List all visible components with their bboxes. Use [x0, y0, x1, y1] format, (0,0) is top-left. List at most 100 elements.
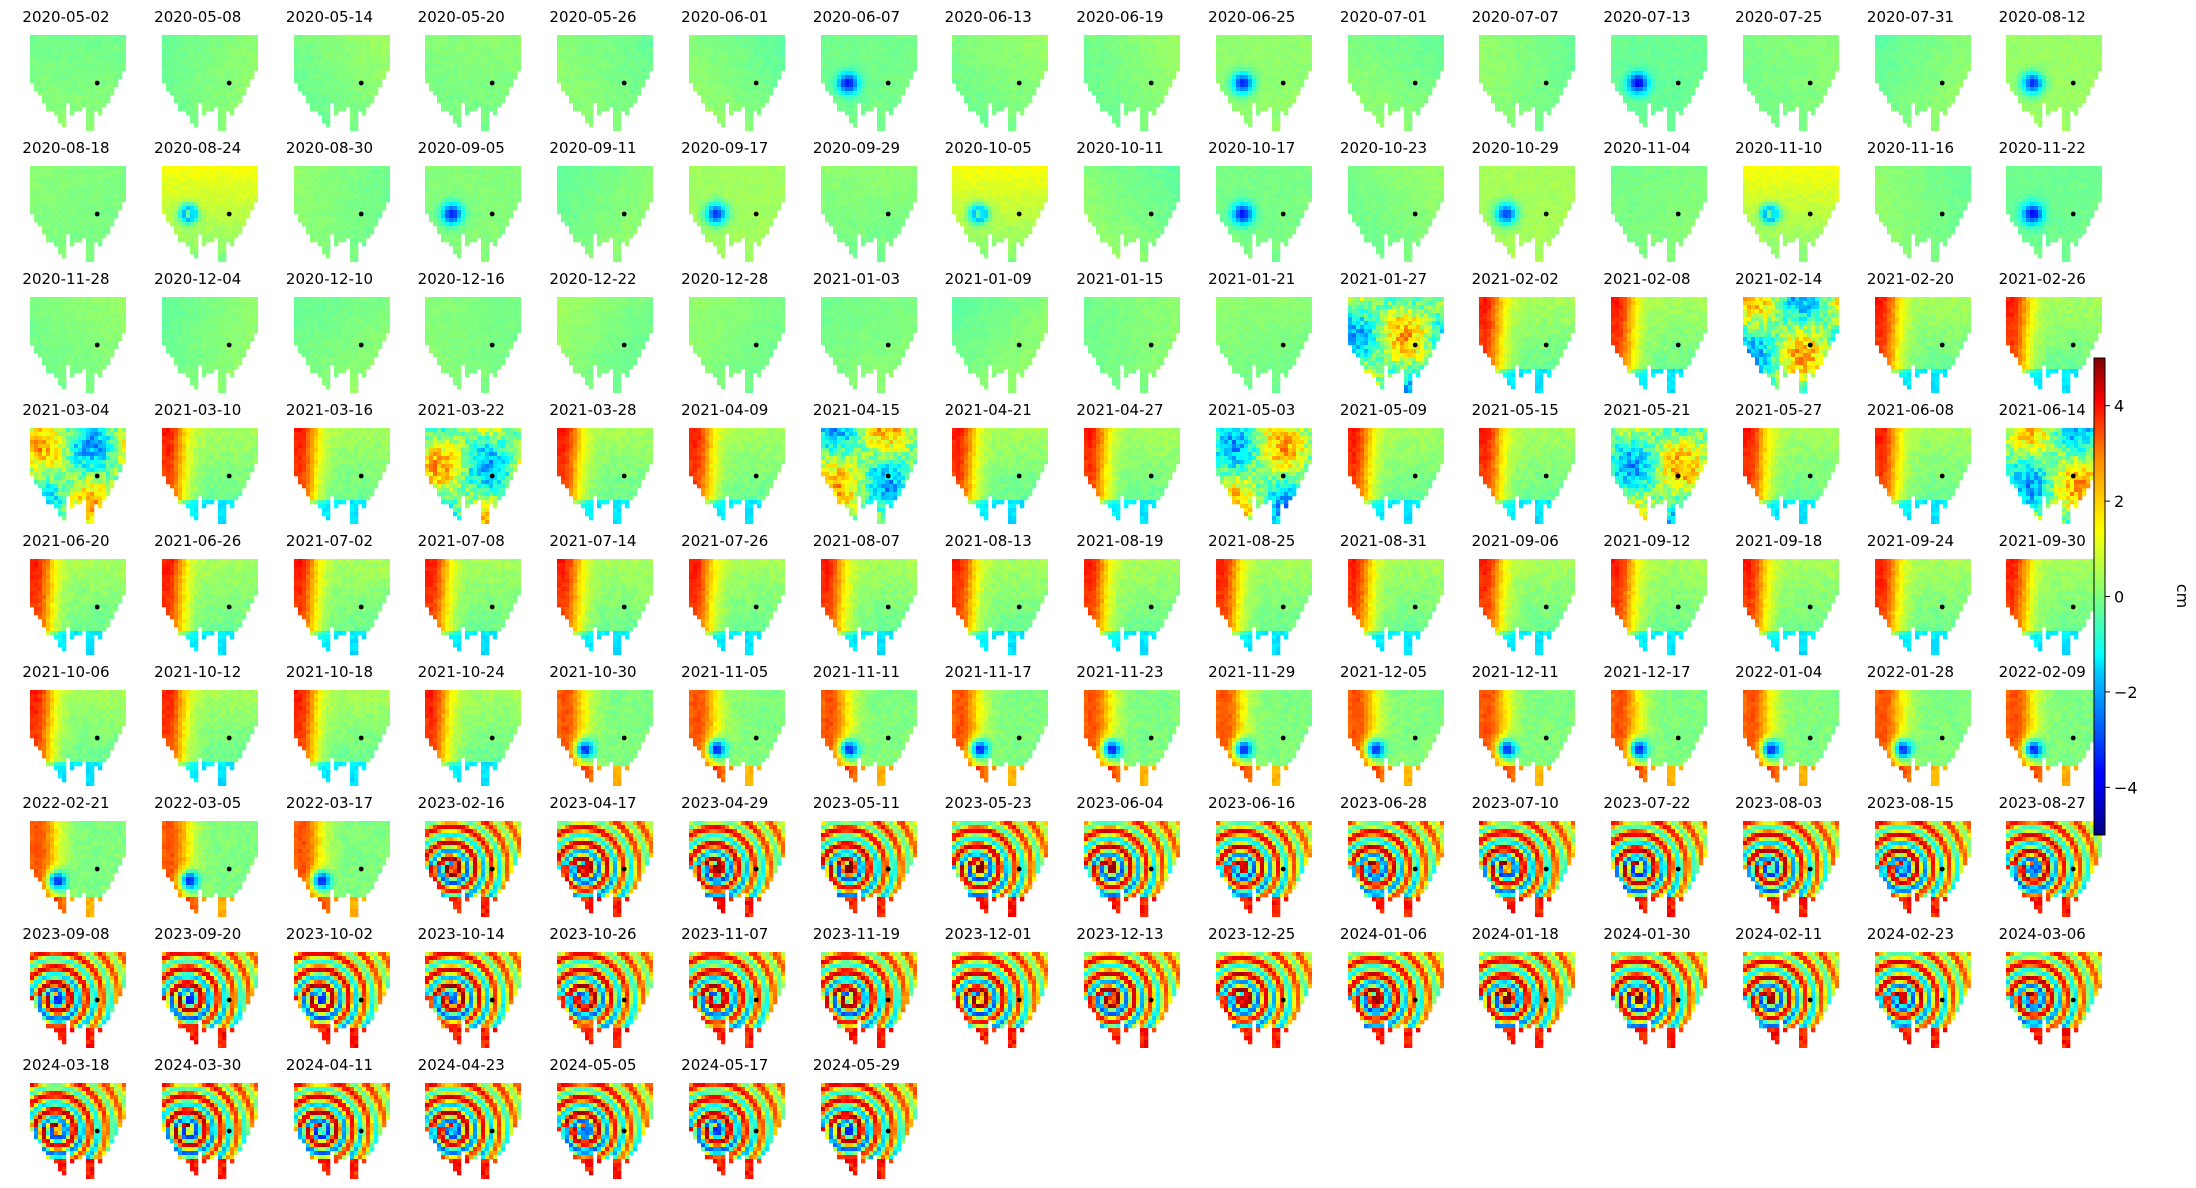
map-cell	[1251, 67, 1257, 72]
map-cell	[445, 103, 450, 108]
map-cell	[1295, 35, 1301, 40]
map-cell	[213, 59, 219, 64]
map-cell	[50, 87, 55, 92]
map-cell	[345, 79, 350, 84]
map-cell	[876, 83, 881, 88]
map-cell	[1000, 35, 1005, 40]
map-cell	[1032, 43, 1037, 48]
map-cell	[233, 83, 239, 88]
map-cell	[1479, 47, 1484, 52]
map-cell	[465, 91, 470, 96]
map-cell	[1227, 83, 1233, 88]
map-cell	[1040, 43, 1045, 48]
map-cell	[972, 67, 977, 72]
map-cell	[237, 63, 243, 68]
map-cell	[1439, 63, 1444, 68]
map-cell	[377, 75, 382, 80]
map-cell	[760, 71, 766, 76]
map-cell	[94, 39, 99, 44]
map-cell	[1571, 59, 1576, 64]
map-cell	[114, 47, 119, 52]
map-cell	[708, 67, 714, 72]
map-cell	[1367, 35, 1372, 40]
map-cell	[1275, 71, 1281, 76]
map-cell	[509, 75, 514, 80]
map-cell	[185, 95, 191, 100]
map-cell	[34, 39, 39, 44]
map-cell	[565, 35, 570, 40]
map-cell	[1223, 91, 1229, 96]
map-cell	[457, 99, 462, 104]
map-cell	[94, 91, 99, 96]
map-cell	[1024, 95, 1029, 100]
map-cell	[449, 83, 454, 88]
map-cell	[46, 79, 51, 84]
map-cell	[752, 43, 758, 48]
map-cell	[102, 39, 107, 44]
map-cell	[357, 87, 362, 92]
map-cell	[313, 59, 318, 64]
map-cell	[996, 99, 1001, 104]
map-cell	[1379, 87, 1384, 92]
map-cell	[992, 99, 997, 104]
map-cell	[1391, 51, 1396, 56]
map-cell	[385, 51, 390, 56]
map-cell	[493, 63, 498, 68]
map-cell	[708, 95, 714, 100]
map-cell	[102, 71, 107, 76]
map-cell	[225, 59, 231, 64]
map-cell	[1036, 47, 1041, 52]
map-cell	[1375, 75, 1380, 80]
map-cell	[952, 47, 957, 52]
map-cell	[688, 79, 694, 84]
map-cell	[1363, 83, 1368, 88]
map-cell	[369, 47, 374, 52]
map-cell	[1291, 51, 1297, 56]
map-cell	[1295, 55, 1301, 60]
map-cell	[1287, 67, 1293, 72]
map-cell	[988, 39, 993, 44]
map-cell	[972, 107, 977, 112]
map-cell	[613, 63, 618, 68]
map-cell	[980, 63, 985, 68]
map-cell	[1215, 47, 1221, 52]
map-cell	[1120, 71, 1125, 76]
map-cell	[840, 99, 845, 104]
map-cell	[828, 87, 833, 92]
map-cell	[573, 67, 578, 72]
map-cell	[373, 55, 378, 60]
map-cell	[1507, 59, 1512, 64]
map-cell	[625, 75, 630, 80]
map-cell	[485, 43, 490, 48]
map-cell	[764, 71, 770, 76]
map-cell	[213, 99, 219, 104]
map-cell	[1351, 55, 1356, 60]
map-cell	[692, 71, 698, 76]
map-cell	[980, 39, 985, 44]
map-cell	[1259, 103, 1265, 108]
map-cell	[317, 111, 322, 116]
map-cell	[78, 91, 83, 96]
map-cell	[860, 43, 865, 48]
map-cell	[824, 47, 829, 52]
map-cell	[968, 59, 973, 64]
map-cell	[249, 43, 255, 48]
map-cell	[1279, 87, 1285, 92]
map-cell	[205, 67, 211, 72]
map-cell	[78, 87, 83, 92]
map-cell	[884, 95, 889, 100]
map-cell	[1247, 111, 1253, 116]
map-cell	[1259, 99, 1265, 104]
map-cell	[1295, 47, 1301, 52]
map-cell	[573, 79, 578, 84]
map-cell	[908, 51, 913, 56]
map-cell	[1499, 51, 1504, 56]
map-cell	[736, 107, 742, 112]
map-cell	[828, 71, 833, 76]
map-cell	[740, 47, 746, 52]
map-cell	[1283, 39, 1289, 44]
map-cell	[868, 91, 873, 96]
map-cell	[876, 79, 881, 84]
map-cell	[1367, 55, 1372, 60]
map-cell	[321, 103, 326, 108]
